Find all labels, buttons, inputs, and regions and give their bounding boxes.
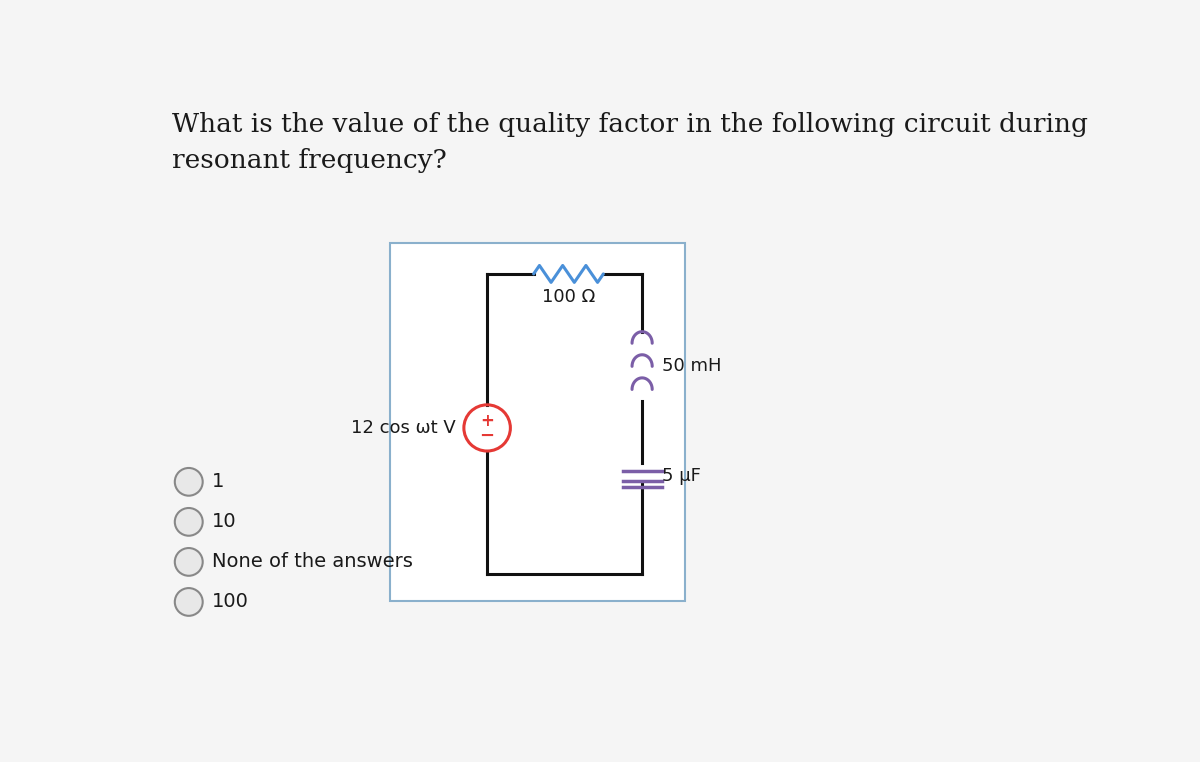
Text: What is the value of the quality factor in the following circuit during: What is the value of the quality factor … <box>172 112 1087 137</box>
Text: −: − <box>480 427 494 445</box>
Circle shape <box>175 508 203 536</box>
Text: resonant frequency?: resonant frequency? <box>172 149 446 174</box>
Text: +: + <box>480 412 494 430</box>
Circle shape <box>175 468 203 496</box>
Text: None of the answers: None of the answers <box>212 552 413 572</box>
Text: 1: 1 <box>212 472 224 491</box>
Text: 100 Ω: 100 Ω <box>542 288 595 306</box>
FancyBboxPatch shape <box>390 243 685 601</box>
Text: 10: 10 <box>212 512 236 531</box>
Text: 12 cos ωt V: 12 cos ωt V <box>352 419 456 437</box>
Text: 5 μF: 5 μF <box>661 467 701 485</box>
Circle shape <box>175 548 203 576</box>
Text: 100: 100 <box>212 592 248 611</box>
Circle shape <box>175 588 203 616</box>
Text: 50 mH: 50 mH <box>661 357 721 376</box>
